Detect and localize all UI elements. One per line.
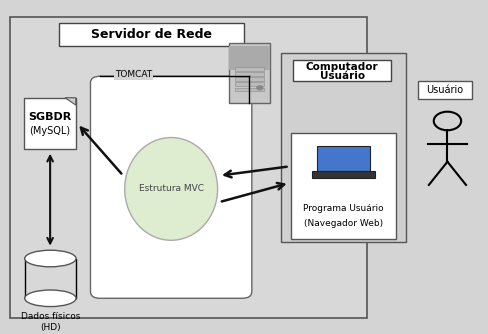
Text: Programa Usuário: Programa Usuário bbox=[303, 204, 383, 213]
Text: SGBDR: SGBDR bbox=[28, 112, 72, 122]
Ellipse shape bbox=[24, 250, 76, 267]
FancyBboxPatch shape bbox=[316, 147, 370, 171]
FancyBboxPatch shape bbox=[293, 60, 390, 81]
Text: Estrutura MVC: Estrutura MVC bbox=[139, 184, 203, 193]
FancyBboxPatch shape bbox=[417, 81, 471, 100]
Text: Computador: Computador bbox=[305, 62, 378, 72]
Text: (HD): (HD) bbox=[40, 323, 61, 332]
FancyBboxPatch shape bbox=[234, 77, 264, 81]
Text: (Navegador Web): (Navegador Web) bbox=[304, 219, 382, 228]
Circle shape bbox=[256, 86, 262, 90]
FancyBboxPatch shape bbox=[10, 17, 366, 318]
FancyBboxPatch shape bbox=[311, 171, 375, 178]
Text: Usuário: Usuário bbox=[426, 85, 463, 95]
Text: TOMCAT: TOMCAT bbox=[115, 70, 152, 79]
FancyBboxPatch shape bbox=[234, 82, 264, 86]
Ellipse shape bbox=[124, 138, 217, 240]
FancyBboxPatch shape bbox=[228, 46, 269, 70]
Polygon shape bbox=[65, 98, 76, 105]
FancyBboxPatch shape bbox=[90, 76, 251, 298]
Text: Usuário: Usuário bbox=[319, 71, 364, 81]
FancyBboxPatch shape bbox=[234, 72, 264, 75]
FancyBboxPatch shape bbox=[234, 67, 264, 70]
Text: Servidor de Rede: Servidor de Rede bbox=[91, 28, 212, 41]
FancyBboxPatch shape bbox=[281, 53, 405, 242]
FancyBboxPatch shape bbox=[234, 88, 264, 91]
FancyBboxPatch shape bbox=[59, 23, 244, 46]
Text: Dados físicos: Dados físicos bbox=[20, 312, 80, 321]
FancyBboxPatch shape bbox=[290, 133, 395, 238]
Ellipse shape bbox=[24, 290, 76, 307]
FancyBboxPatch shape bbox=[24, 98, 76, 149]
FancyBboxPatch shape bbox=[228, 43, 269, 103]
Text: (MySQL): (MySQL) bbox=[29, 126, 71, 136]
